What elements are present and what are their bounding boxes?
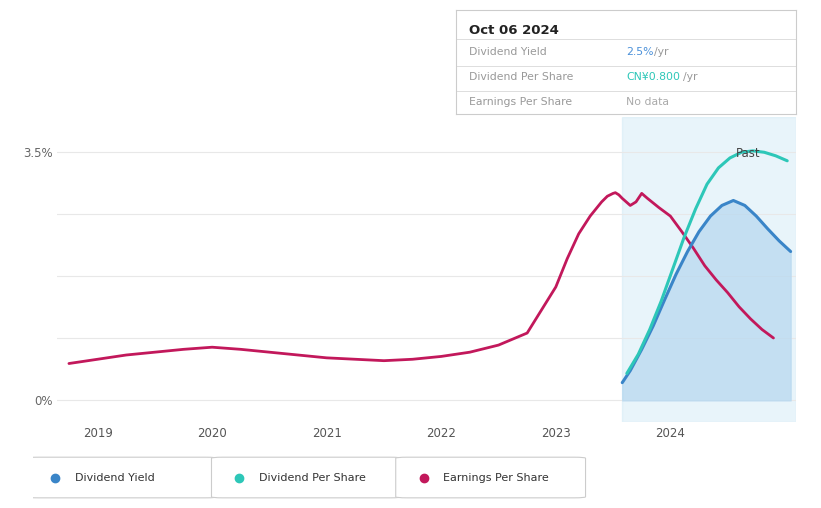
Text: Earnings Per Share: Earnings Per Share [443,472,549,483]
FancyBboxPatch shape [396,457,585,498]
Text: /yr: /yr [654,47,669,57]
Text: 2.5%: 2.5% [626,47,654,57]
Text: CN¥0.800: CN¥0.800 [626,72,680,82]
Text: Past: Past [736,147,760,160]
Text: Dividend Per Share: Dividend Per Share [470,72,574,82]
Text: Earnings Per Share: Earnings Per Share [470,97,572,107]
Text: Dividend Yield: Dividend Yield [470,47,547,57]
FancyBboxPatch shape [212,457,401,498]
Bar [622,117,796,422]
Text: No data: No data [626,97,669,107]
Text: Oct 06 2024: Oct 06 2024 [470,24,559,37]
Text: Dividend Yield: Dividend Yield [75,472,154,483]
Text: /yr: /yr [683,72,698,82]
Text: Dividend Per Share: Dividend Per Share [259,472,366,483]
FancyBboxPatch shape [27,457,217,498]
